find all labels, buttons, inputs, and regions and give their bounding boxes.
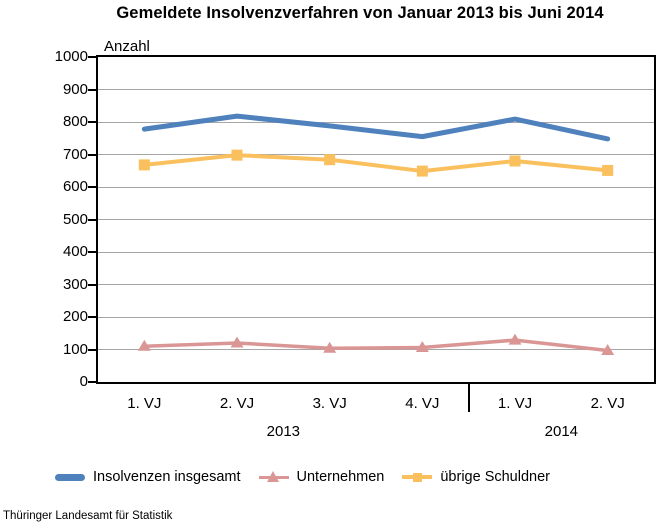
- source-attribution: Thüringer Landesamt für Statistik: [3, 510, 173, 522]
- legend-swatch-square-icon: [402, 470, 433, 484]
- x-axis-tick-label: 4. VJ: [405, 395, 440, 412]
- data-point-marker: [602, 164, 614, 176]
- y-axis-tick-mark: [88, 121, 96, 123]
- legend-item-1: Unternehmen: [258, 469, 385, 485]
- y-axis-tick-mark: [88, 88, 96, 91]
- gridline-500: [98, 219, 654, 220]
- y-axis-tick-label: 0: [79, 373, 88, 390]
- plot-area: [96, 55, 656, 384]
- series-line-2: [142, 153, 610, 174]
- data-point-marker: [509, 155, 521, 167]
- series-line-1: [142, 338, 610, 353]
- chart-title: Gemeldete Insolvenzverfahren von Januar …: [116, 4, 604, 22]
- y-axis-tick-mark: [88, 218, 96, 221]
- y-axis-tick-mark: [88, 381, 96, 383]
- data-point-marker: [416, 165, 428, 177]
- legend-item-0: Insolvenzen insgesamt: [55, 469, 241, 485]
- y-axis-tick-label: 900: [62, 80, 88, 98]
- data-point-marker: [138, 159, 150, 171]
- legend-label: Unternehmen: [296, 469, 385, 485]
- year-divider-line: [468, 384, 470, 412]
- y-axis-tick-label: 1000: [54, 48, 88, 65]
- legend-square-marker: [412, 472, 422, 482]
- data-point-marker: [324, 154, 336, 166]
- gridline-800: [98, 121, 654, 123]
- gridline-900: [98, 89, 654, 90]
- data-point-marker: [508, 333, 522, 345]
- x-axis-tick-label: 3. VJ: [312, 395, 347, 412]
- data-point-marker: [415, 341, 429, 353]
- y-axis-tick-mark: [88, 153, 96, 156]
- data-point-marker: [323, 341, 337, 353]
- gridline-200: [98, 316, 654, 318]
- y-axis-tick-label: 500: [62, 210, 88, 228]
- data-point-marker: [231, 149, 243, 161]
- x-axis-tick-label: 2. VJ: [219, 395, 255, 412]
- gridline-700: [98, 154, 654, 155]
- gridline-600: [98, 186, 654, 188]
- legend-label: übrige Schuldner: [440, 469, 550, 485]
- y-axis-tick-label: 400: [62, 243, 88, 260]
- x-axis-tick-label: 1. VJ: [127, 395, 162, 412]
- series-line-0: [141, 113, 611, 142]
- y-axis-tick-mark: [88, 56, 96, 58]
- x-axis-tick-label: 1. VJ: [497, 395, 533, 412]
- gridline-400: [98, 251, 654, 253]
- y-axis-tick-label: 300: [62, 275, 88, 293]
- y-axis-tick-label: 600: [62, 178, 88, 195]
- legend-triangle-marker: [267, 471, 279, 482]
- line-chart: [137, 113, 615, 355]
- legend-line: [55, 473, 85, 481]
- data-point-marker: [230, 336, 244, 348]
- legend-swatch-triangle-icon: [258, 470, 289, 484]
- legend: Insolvenzen insgesamt Unternehmen übrige S…: [55, 469, 550, 485]
- y-axis-tick-mark: [88, 316, 96, 318]
- data-point-marker: [137, 339, 151, 351]
- y-axis-tick-mark: [88, 283, 96, 286]
- y-axis-tick-label: 700: [62, 145, 88, 163]
- y-axis-tick-mark: [88, 348, 96, 351]
- year-label: 2013: [266, 423, 301, 440]
- year-label: 2014: [544, 423, 579, 440]
- gridline-300: [98, 284, 654, 285]
- legend-label: Insolvenzen insgesamt: [93, 469, 241, 485]
- y-axis-title: Anzahl: [104, 38, 150, 55]
- x-axis-tick-label: 2. VJ: [590, 395, 625, 412]
- data-point-marker: [601, 343, 615, 355]
- y-axis-tick-label: 100: [62, 340, 88, 358]
- legend-swatch-none-icon: [55, 470, 85, 484]
- y-axis-tick-label: 800: [62, 113, 88, 130]
- y-axis-tick-label: 200: [62, 308, 88, 325]
- legend-item-2: übrige Schuldner: [402, 469, 550, 485]
- y-axis-tick-mark: [88, 251, 96, 253]
- y-axis-tick-mark: [88, 186, 96, 188]
